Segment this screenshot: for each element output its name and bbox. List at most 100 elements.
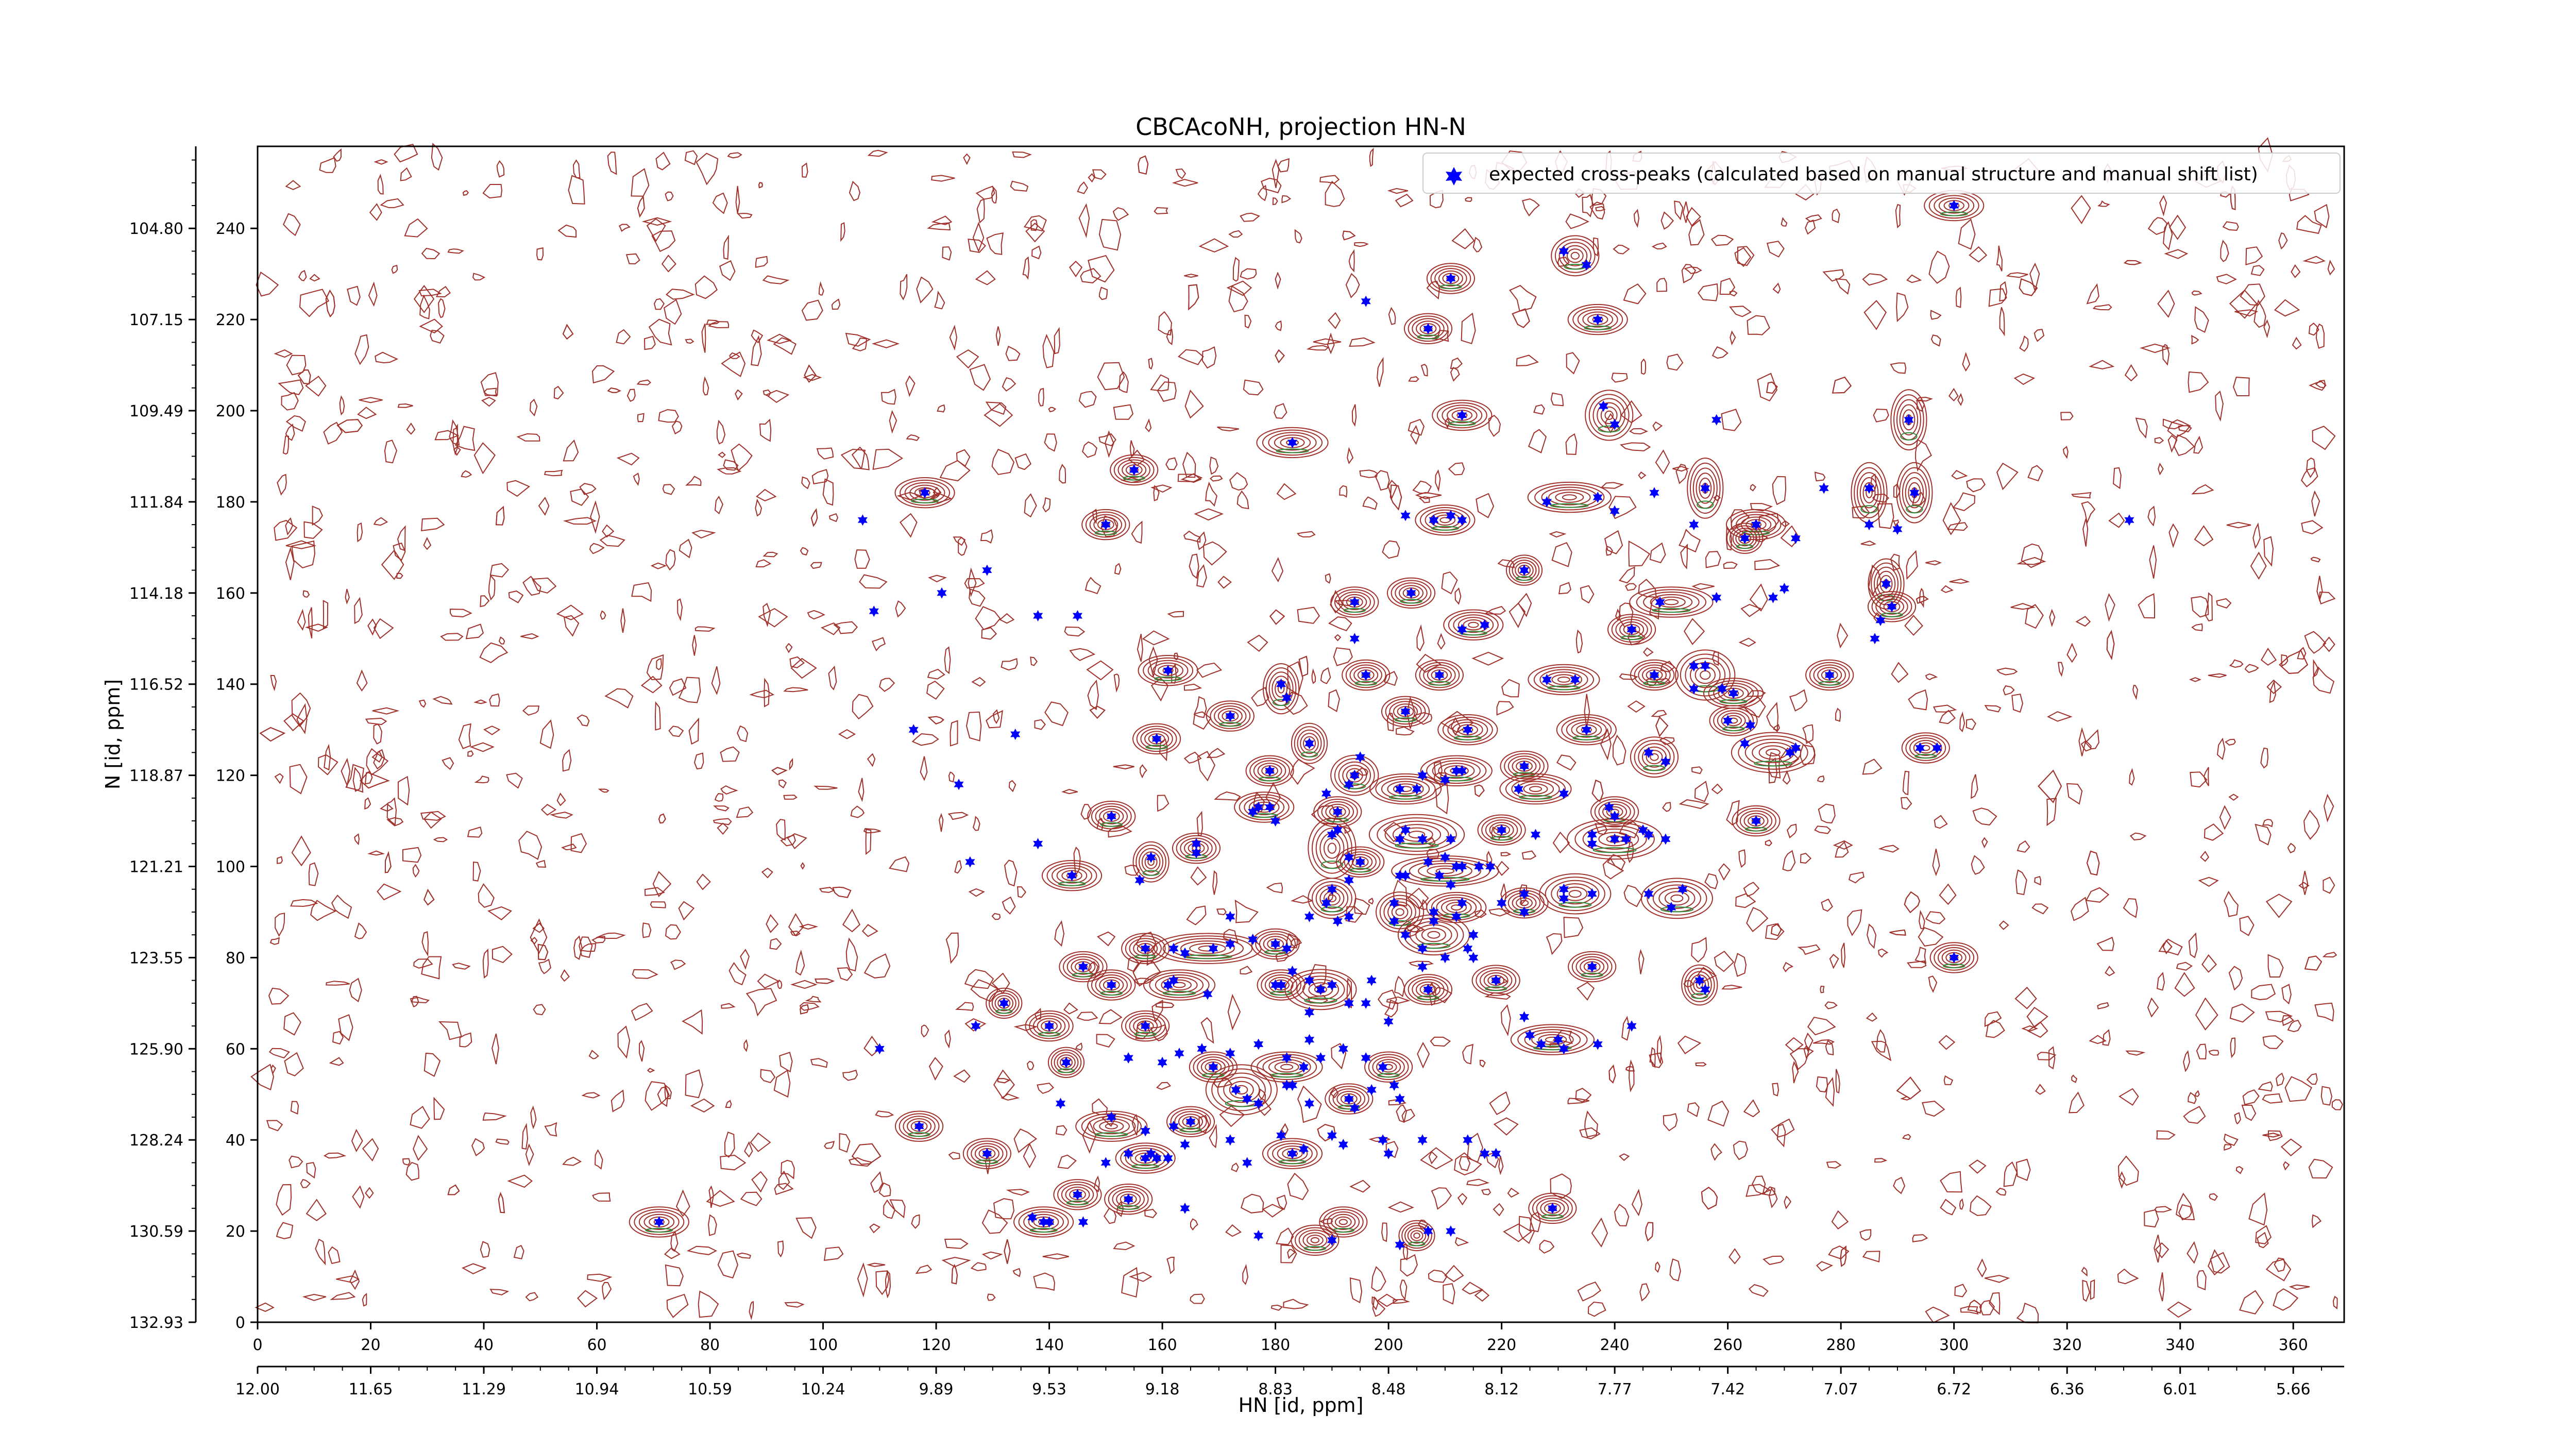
cross-peak-marker	[1304, 1098, 1314, 1109]
noise-contour	[1558, 582, 1571, 595]
contour-ring	[1736, 807, 1776, 834]
noise-contour	[435, 285, 451, 298]
cross-peak-marker	[1287, 1148, 1298, 1159]
contour-ring	[1364, 1051, 1413, 1083]
noise-contour	[986, 232, 1004, 255]
noise-contour	[616, 452, 640, 466]
noise-contour	[1782, 770, 1791, 785]
noise-contour	[661, 255, 676, 273]
noise-contour	[781, 1159, 795, 1180]
cross-peak-marker	[1327, 829, 1337, 840]
cross-peak-marker	[1446, 1225, 1456, 1237]
noise-contour	[664, 1084, 672, 1100]
negative-contour	[1258, 777, 1281, 782]
noise-contour	[1996, 462, 2019, 491]
noise-contour	[1878, 845, 1900, 853]
noise-contour	[1952, 492, 1976, 511]
noise-contour	[1962, 352, 1971, 372]
noise-contour	[364, 797, 371, 810]
noise-contour	[2157, 290, 2175, 318]
contour-ring	[1432, 399, 1493, 431]
noise-contour	[1907, 961, 1927, 968]
noise-contour	[1679, 529, 1701, 553]
contour-ring	[1099, 976, 1124, 993]
noise-contour	[250, 1064, 275, 1091]
negative-contour	[1719, 699, 1748, 704]
noise-contour	[1444, 1265, 1464, 1283]
noise-contour	[1840, 1245, 1846, 1267]
ppm-tick-label: 9.18	[1145, 1380, 1180, 1399]
contour-ring	[1172, 832, 1221, 864]
noise-contour	[751, 335, 762, 366]
noise-contour	[842, 1069, 858, 1081]
cross-peak-marker	[1061, 1056, 1071, 1068]
noise-contour	[1939, 710, 1956, 724]
negative-contour	[1547, 685, 1581, 690]
cross-peak-marker	[1276, 1130, 1286, 1141]
x-tick-label: 80	[700, 1336, 720, 1354]
noise-contour	[1817, 775, 1825, 783]
noise-contour	[274, 349, 293, 358]
noise-contour	[701, 323, 706, 353]
noise-contour	[259, 727, 286, 742]
cross-peak-marker	[1315, 984, 1326, 996]
noise-contour	[1419, 899, 1428, 910]
contour-ring	[1419, 507, 1470, 533]
cross-peak-marker	[1282, 692, 1292, 704]
noise-contour	[289, 764, 308, 795]
cross-peak-marker	[1649, 487, 1659, 499]
contour-ring	[1251, 928, 1300, 960]
noise-contour	[1772, 476, 1787, 506]
cross-peak-marker	[1338, 1139, 1348, 1150]
noise-contour	[1078, 391, 1097, 408]
noise-contour	[1219, 1105, 1245, 1127]
noise-contour	[299, 289, 330, 317]
y-tick-label: 180	[216, 494, 245, 512]
noise-contour	[761, 867, 773, 879]
noise-contour	[658, 813, 666, 824]
noise-contour	[1619, 673, 1638, 680]
contour-ring	[1426, 263, 1475, 294]
noise-contour	[1297, 1085, 1322, 1123]
noise-contour	[364, 771, 373, 785]
noise-contour	[991, 972, 1010, 995]
noise-contour	[602, 524, 615, 538]
contour-ring	[1634, 739, 1675, 774]
noise-contour	[824, 1141, 835, 1149]
noise-contour	[274, 773, 284, 784]
noise-contour	[1386, 713, 1394, 732]
noise-contour	[1748, 1284, 1769, 1297]
negative-contour	[908, 1132, 930, 1137]
noise-contour	[1989, 1292, 2001, 1316]
noise-contour	[980, 529, 993, 544]
contour-ring	[1731, 732, 1816, 773]
noise-contour	[2262, 1133, 2282, 1138]
contour-ring	[1419, 662, 1460, 688]
noise-contour	[1159, 738, 1168, 762]
contour-ring	[1562, 494, 1577, 500]
noise-contour	[532, 577, 557, 594]
noise-contour	[1934, 815, 1948, 829]
cross-peak-marker	[1327, 1130, 1337, 1141]
noise-contour	[472, 862, 481, 882]
contour-ring	[1319, 1206, 1368, 1238]
noise-contour	[2229, 659, 2244, 668]
noise-contour	[1488, 415, 1501, 437]
noise-contour	[1076, 1012, 1098, 1021]
noise-contour	[492, 946, 513, 964]
noise-contour	[2158, 938, 2183, 956]
noise-contour	[525, 1292, 539, 1302]
noise-contour	[2191, 290, 2202, 296]
noise-contour	[2314, 204, 2330, 229]
noise-contour	[277, 856, 283, 864]
noise-contour	[677, 598, 683, 621]
cross-peak-marker	[1315, 1052, 1326, 1064]
noise-contour	[1721, 984, 1742, 990]
contour-ring	[1568, 951, 1617, 983]
contour-ring	[1330, 754, 1379, 796]
contour-ring	[1642, 746, 1667, 768]
noise-contour	[1210, 475, 1223, 482]
negative-contour	[1276, 448, 1309, 453]
noise-contour	[1784, 1195, 1792, 1209]
noise-contour	[1420, 1147, 1453, 1170]
